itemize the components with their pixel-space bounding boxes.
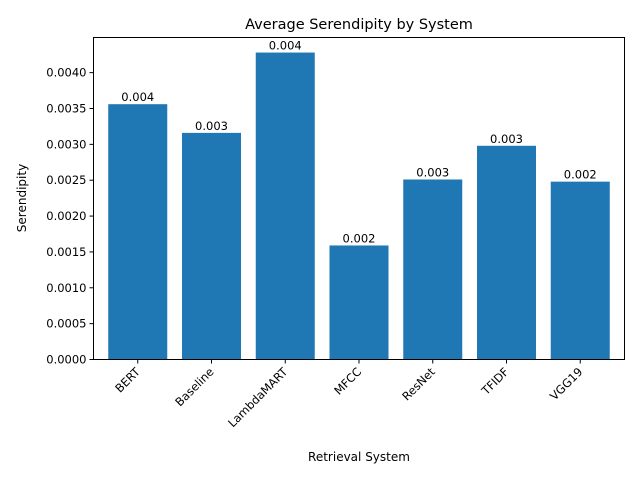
bar-resnet bbox=[403, 179, 463, 360]
bar-vgg19 bbox=[550, 181, 610, 360]
y-axis-label: Serendipity bbox=[15, 164, 29, 232]
x-tick-label: ResNet bbox=[399, 364, 438, 403]
x-tick-label: MFCC bbox=[331, 365, 364, 398]
bar-data-label: 0.003 bbox=[195, 119, 228, 133]
x-axis-label: Retrieval System bbox=[308, 450, 410, 464]
y-tick-label: 0.0000 bbox=[46, 353, 86, 367]
y-tick-label: 0.0015 bbox=[46, 245, 86, 259]
bar-data-label: 0.003 bbox=[490, 132, 523, 146]
chart-title: Average Serendipity by System bbox=[245, 17, 473, 33]
x-tick-label: Baseline bbox=[172, 365, 216, 409]
y-tick-label: 0.0005 bbox=[46, 317, 86, 331]
bar-mfcc bbox=[329, 245, 389, 360]
plot-frame bbox=[93, 37, 625, 360]
bar-data-labels: 0.004 0.003 0.004 0.002 0.003 0.003 0.002 bbox=[121, 39, 596, 246]
bar-tfidf bbox=[477, 145, 536, 360]
x-tick-label: TFIDF bbox=[478, 365, 512, 399]
bar-data-label: 0.002 bbox=[343, 231, 376, 245]
y-tick-label: 0.0035 bbox=[46, 101, 86, 115]
x-tick-label: LambdaMART bbox=[225, 364, 291, 430]
bars bbox=[108, 52, 610, 360]
y-tick-label: 0.0030 bbox=[46, 137, 86, 151]
y-tick-label: 0.0025 bbox=[46, 173, 86, 187]
bar-data-label: 0.004 bbox=[121, 90, 154, 104]
bar-data-label: 0.004 bbox=[269, 39, 302, 53]
y-tick-label: 0.0040 bbox=[46, 66, 86, 80]
x-tick-label: VGG19 bbox=[547, 365, 585, 403]
bar-data-label: 0.003 bbox=[416, 165, 449, 179]
y-axis: 0.0000 0.0005 0.0010 0.0015 0.0020 0.0025 0.00… bbox=[46, 66, 94, 367]
y-tick-label: 0.0010 bbox=[46, 281, 86, 295]
x-tick-label: BERT bbox=[112, 364, 143, 395]
bar-data-label: 0.002 bbox=[564, 168, 597, 182]
bar-lambdamart bbox=[255, 52, 315, 360]
bar-bert bbox=[108, 104, 168, 360]
x-axis: BERT Baseline LambdaMART MFCC ResNet TFIDF VGG… bbox=[112, 359, 585, 430]
y-tick-label: 0.0020 bbox=[46, 209, 86, 223]
bar-baseline bbox=[182, 132, 241, 360]
